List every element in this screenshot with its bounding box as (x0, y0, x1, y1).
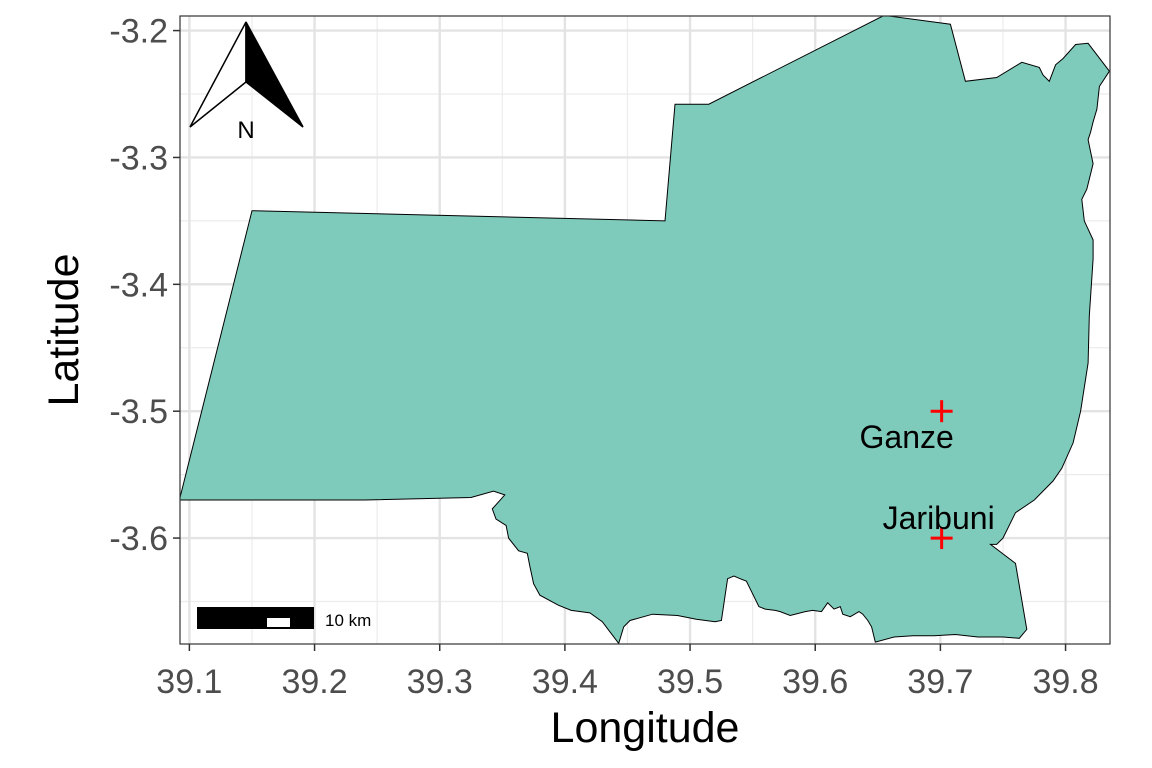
x-axis: 39.1 39.2 39.3 39.4 39.5 39.6 39.7 39.8 (156, 644, 1099, 701)
scale-bar-label: 10 km (325, 611, 371, 630)
north-arrow-label: N (237, 117, 254, 144)
x-axis-title: Longitude (551, 704, 740, 752)
y-tick-label: -3.2 (109, 13, 168, 51)
panel-border (179, 15, 1111, 645)
x-tick-label: 39.1 (156, 663, 222, 701)
place-marker-ganze: Ganze (860, 400, 954, 455)
place-label-ganze: Ganze (860, 419, 954, 455)
y-tick-label: -3.3 (109, 139, 168, 177)
x-tick-label: 39.6 (782, 663, 848, 701)
north-arrow-icon: N (189, 21, 304, 144)
y-tick-label: -3.4 (109, 266, 168, 304)
x-tick-label: 39.5 (657, 663, 723, 701)
y-tick-label: -3.5 (109, 393, 168, 431)
place-markers: Ganze Jaribuni (860, 400, 995, 550)
place-marker-jaribuni: Jaribuni (883, 500, 995, 550)
x-tick-label: 39.3 (407, 663, 473, 701)
x-tick-label: 39.2 (281, 663, 347, 701)
x-tick-label: 39.8 (1032, 663, 1098, 701)
x-tick-label: 39.7 (907, 663, 973, 701)
place-label-jaribuni: Jaribuni (883, 500, 995, 536)
scale-bar: 10 km (197, 607, 371, 630)
x-tick-label: 39.4 (532, 663, 598, 701)
y-axis-title: Latitude (40, 253, 88, 406)
county-region-polygon (180, 16, 1110, 644)
y-tick-label: -3.6 (109, 520, 168, 558)
y-axis: -3.2 -3.3 -3.4 -3.5 -3.6 (109, 13, 180, 558)
